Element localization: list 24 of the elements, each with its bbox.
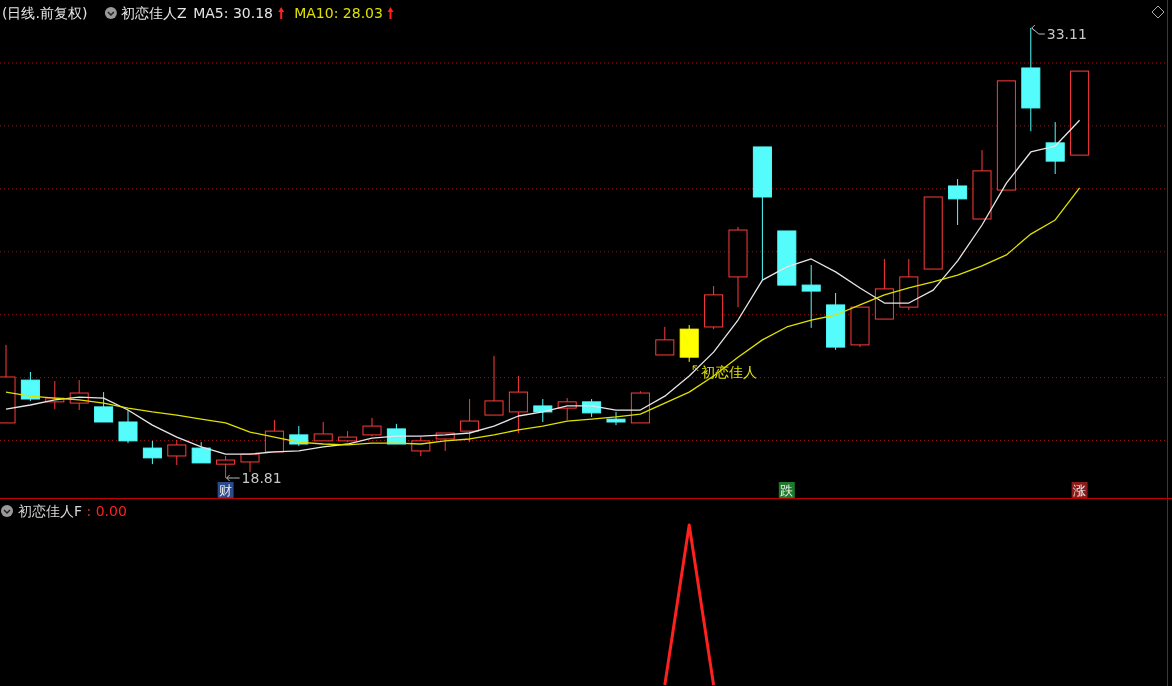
candlestick [118, 409, 138, 444]
candlestick [167, 439, 187, 466]
annotation: 18.81 [241, 470, 282, 486]
candlestick [801, 264, 821, 329]
text: MA5: 30.18 [193, 5, 274, 21]
candlestick [20, 371, 40, 402]
candlestick [508, 375, 528, 434]
candlestick [484, 355, 504, 416]
candlestick [191, 441, 211, 464]
candlestick [948, 178, 968, 226]
text: MA10: 28.03 [294, 5, 383, 21]
candlestick [1045, 121, 1065, 175]
candlestick [460, 398, 480, 443]
annotation: 33.11 [1046, 26, 1087, 42]
chart-subtitle: 初恋佳人Z [120, 5, 187, 21]
candlestick [313, 421, 333, 442]
chart-title: (日线.前复权) [2, 5, 88, 21]
annotation: 初恋佳人 [701, 363, 758, 380]
candlestick [533, 398, 553, 423]
candlestick [94, 391, 114, 423]
candlestick [655, 326, 675, 356]
text: 初恋佳人F : 0.00 [18, 503, 127, 519]
candlestick [142, 440, 162, 465]
candlestick [606, 411, 626, 426]
